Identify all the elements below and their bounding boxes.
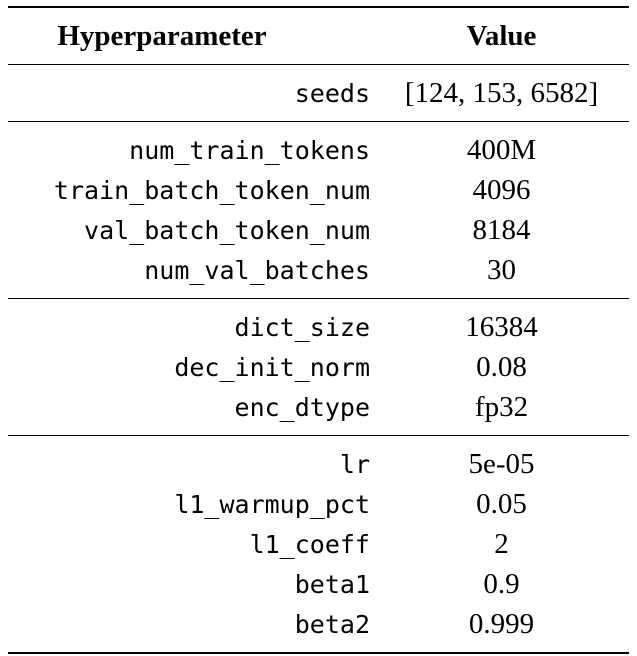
param-value: 400M (466, 133, 537, 166)
param-name: lr (339, 449, 370, 479)
param-value: 30 (487, 253, 516, 286)
table-row: enc_dtype fp32 (8, 387, 629, 436)
table-row: l1_coeff 2 (8, 524, 629, 564)
param-value: 0.999 (468, 607, 535, 640)
param-value: 5e-05 (468, 447, 535, 480)
table-header: Hyperparameter Value (8, 7, 629, 65)
table-row: num_train_tokens 400M (8, 122, 629, 171)
header-hyperparameter: Hyperparameter (57, 19, 267, 52)
param-name: seeds (294, 78, 370, 108)
table-row: train_batch_token_num 4096 (8, 170, 629, 210)
table-row: val_batch_token_num 8184 (8, 210, 629, 250)
header-value: Value (466, 19, 537, 52)
table-group-optimizer: lr 5e-05 l1_warmup_pct 0.05 l1_coeff 2 b… (8, 436, 629, 653)
table-row: lr 5e-05 (8, 436, 629, 485)
table-group-data: num_train_tokens 400M train_batch_token_… (8, 122, 629, 299)
param-name: num_train_tokens (129, 135, 370, 165)
param-name: beta1 (294, 569, 370, 599)
table-row: dict_size 16384 (8, 299, 629, 348)
param-name: val_batch_token_num (84, 215, 370, 245)
table-row: seeds [124, 153, 6582] (8, 65, 629, 122)
hyperparameter-table-container: Hyperparameter Value seeds [124, 153, 65… (8, 6, 629, 654)
param-name: dict_size (234, 312, 370, 342)
param-name: l1_warmup_pct (174, 489, 370, 519)
table-row: num_val_batches 30 (8, 250, 629, 299)
param-name: enc_dtype (234, 392, 370, 422)
param-name: num_val_batches (144, 255, 370, 285)
param-name: beta2 (294, 609, 370, 639)
table-group-model: dict_size 16384 dec_init_norm 0.08 enc_d… (8, 299, 629, 436)
table-group-seeds: seeds [124, 153, 6582] (8, 65, 629, 122)
table-row: beta2 0.999 (8, 604, 629, 653)
param-value: [124, 153, 6582] (404, 76, 599, 109)
table-row: dec_init_norm 0.08 (8, 347, 629, 387)
param-name: train_batch_token_num (53, 175, 370, 205)
param-value: 16384 (465, 310, 538, 343)
param-value: 2 (494, 527, 509, 560)
param-name: dec_init_norm (174, 352, 370, 382)
param-value: 0.08 (476, 350, 527, 383)
param-name: l1_coeff (249, 529, 370, 559)
param-value: 0.05 (476, 487, 527, 520)
table-row: l1_warmup_pct 0.05 (8, 484, 629, 524)
param-value: 0.9 (483, 567, 520, 600)
header-row: Hyperparameter Value (8, 7, 629, 65)
param-value: 4096 (472, 173, 531, 206)
param-value: fp32 (474, 390, 529, 423)
param-value: 8184 (472, 213, 531, 246)
hyperparameter-table: Hyperparameter Value seeds [124, 153, 65… (8, 6, 629, 654)
table-row: beta1 0.9 (8, 564, 629, 604)
